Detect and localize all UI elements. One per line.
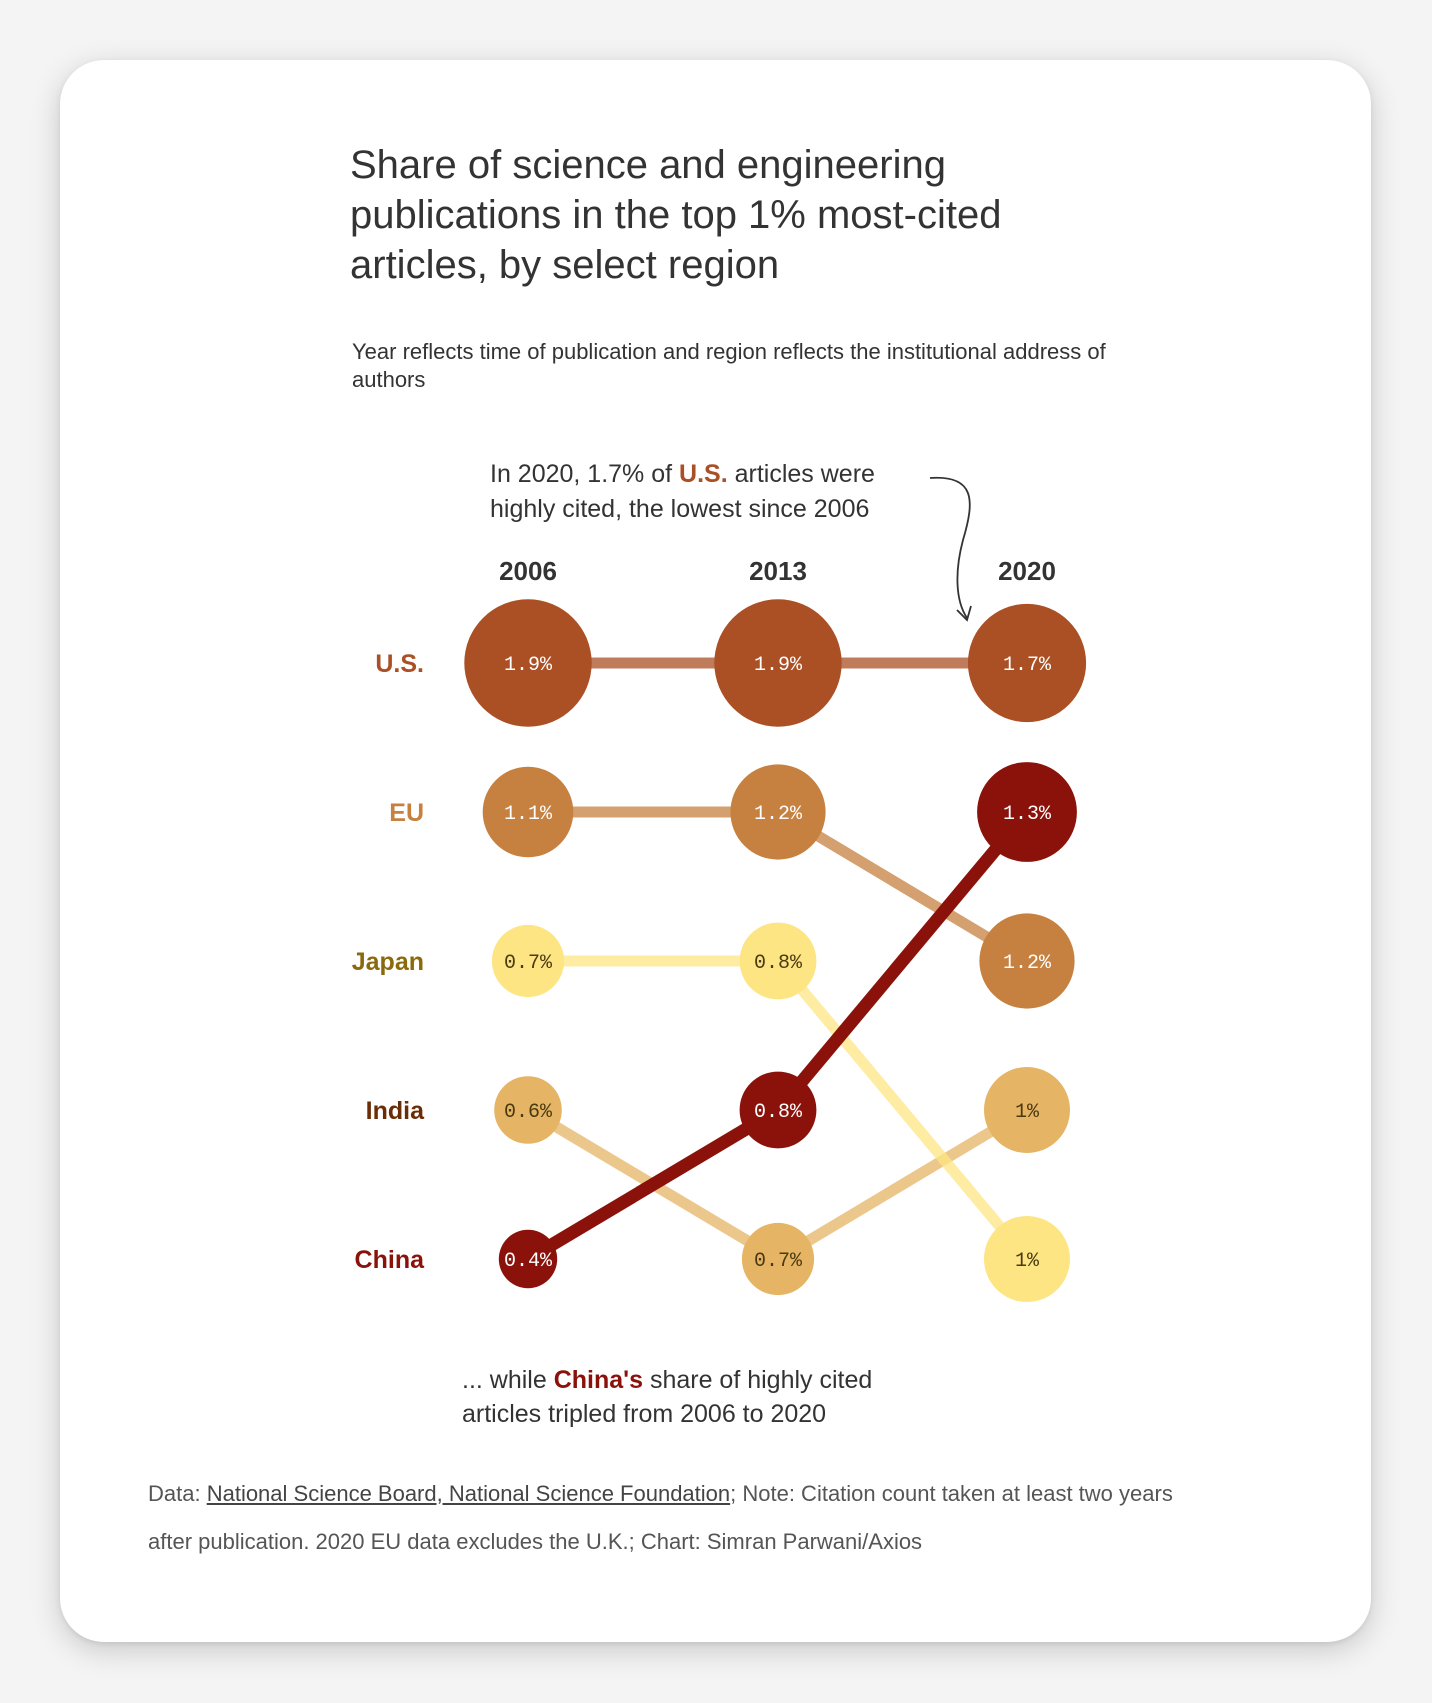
dot-us-2020 — [967, 603, 1087, 723]
dot-japan-2006 — [491, 924, 565, 998]
dot-china-2020 — [977, 762, 1077, 862]
value-label-us-2013: 1.9% — [754, 654, 803, 677]
annotation-top-line-1: In 2020, 1.7% of U.S. articles were — [490, 460, 875, 488]
footer-data-prefix: Data: — [148, 1481, 207, 1506]
dot-china-2006 — [498, 1229, 558, 1289]
dot-eu-2020 — [979, 913, 1075, 1009]
value-label-china-2020: 1.3% — [1003, 803, 1052, 826]
value-label-china-2013: 0.8% — [754, 1101, 803, 1124]
value-label-us-2020: 1.7% — [1003, 654, 1052, 677]
value-label-india-2013: 0.7% — [754, 1250, 803, 1273]
annotation-arrow — [929, 476, 971, 619]
value-label-india-2020: 1% — [1015, 1101, 1040, 1124]
dot-us-2006 — [464, 599, 592, 727]
dot-eu-2006 — [482, 766, 574, 858]
footer-line-1: Data: National Science Board, National S… — [148, 1470, 1308, 1518]
row-label-india: India — [366, 1097, 425, 1125]
link-india-2013-2020 — [775, 1105, 1030, 1264]
dot-eu-2013 — [730, 764, 826, 860]
annotation-bottom-line-1: ... while China's share of highly cited — [462, 1366, 872, 1394]
row-label-japan: Japan — [352, 948, 424, 976]
value-label-china-2006: 0.4% — [504, 1250, 553, 1273]
value-label-japan-2020: 1% — [1015, 1250, 1040, 1273]
year-label-2020: 2020 — [998, 556, 1056, 586]
value-label-eu-2020: 1.2% — [1003, 952, 1052, 975]
row-label-us: U.S. — [375, 650, 424, 678]
year-label-2006: 2006 — [499, 556, 557, 586]
footer-source-link[interactable]: National Science Board, National Science… — [206, 1481, 731, 1506]
row-label-eu: EU — [389, 799, 424, 827]
row-label-china: China — [355, 1246, 426, 1274]
value-label-eu-2006: 1.1% — [504, 803, 553, 826]
value-label-india-2006: 0.6% — [504, 1101, 553, 1124]
dot-india-2020 — [984, 1067, 1070, 1153]
value-label-eu-2013: 1.2% — [754, 803, 803, 826]
value-label-japan-2006: 0.7% — [504, 952, 553, 975]
link-china-2013-2020 — [773, 807, 1032, 1115]
annotation-bottom-line-2: articles tripled from 2006 to 2020 — [462, 1400, 826, 1428]
footer-line-2: after publication. 2020 EU data excludes… — [148, 1529, 923, 1554]
dot-japan-2013 — [739, 922, 817, 1000]
chart-footer: Data: National Science Board, National S… — [148, 1470, 1308, 1566]
footer-note: ; Note: Citation count taken at least tw… — [730, 1481, 1173, 1506]
annotation-arrow-head — [956, 605, 972, 622]
link-eu-2013-2020 — [775, 807, 1030, 966]
value-label-us-2006: 1.9% — [504, 654, 553, 677]
value-label-japan-2013: 0.8% — [754, 952, 803, 975]
chart-subtitle: Year reflects time of publication and re… — [352, 339, 1106, 392]
chart-card — [60, 60, 1371, 1642]
dot-india-2006 — [494, 1076, 562, 1144]
dot-china-2013 — [739, 1071, 817, 1149]
dot-japan-2020 — [984, 1216, 1070, 1302]
link-japan-2013-2020 — [773, 957, 1032, 1263]
annotation-top-line-2: highly cited, the lowest since 2006 — [490, 495, 869, 523]
chart-title: Share of science and engineering publica… — [350, 143, 1002, 287]
year-label-2013: 2013 — [749, 556, 807, 586]
link-china-2006-2013 — [524, 1104, 782, 1265]
dot-us-2013 — [714, 599, 842, 727]
dot-india-2013 — [741, 1222, 815, 1296]
